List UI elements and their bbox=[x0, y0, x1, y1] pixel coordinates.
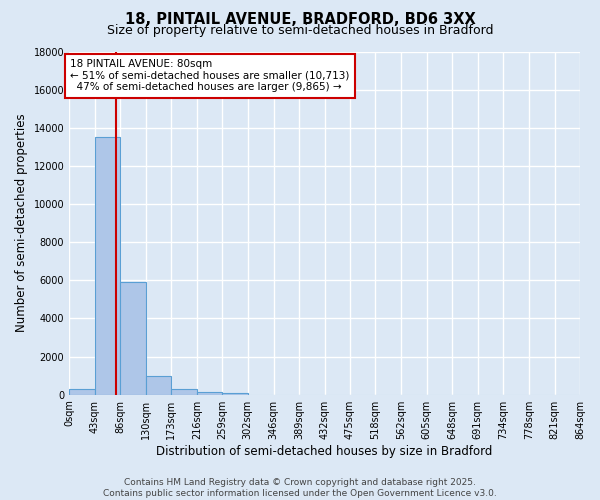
Bar bbox=[172, 389, 197, 394]
Text: 18 PINTAIL AVENUE: 80sqm
← 51% of semi-detached houses are smaller (10,713)
  47: 18 PINTAIL AVENUE: 80sqm ← 51% of semi-d… bbox=[70, 59, 350, 92]
Bar bbox=[146, 376, 172, 394]
Bar bbox=[69, 389, 95, 394]
Y-axis label: Number of semi-detached properties: Number of semi-detached properties bbox=[15, 114, 28, 332]
Text: Contains HM Land Registry data © Crown copyright and database right 2025.
Contai: Contains HM Land Registry data © Crown c… bbox=[103, 478, 497, 498]
Bar bbox=[197, 392, 222, 394]
Text: Size of property relative to semi-detached houses in Bradford: Size of property relative to semi-detach… bbox=[107, 24, 493, 37]
Bar bbox=[95, 138, 120, 394]
X-axis label: Distribution of semi-detached houses by size in Bradford: Distribution of semi-detached houses by … bbox=[157, 444, 493, 458]
Bar bbox=[120, 282, 146, 395]
Text: 18, PINTAIL AVENUE, BRADFORD, BD6 3XX: 18, PINTAIL AVENUE, BRADFORD, BD6 3XX bbox=[125, 12, 475, 28]
Bar bbox=[222, 393, 248, 394]
